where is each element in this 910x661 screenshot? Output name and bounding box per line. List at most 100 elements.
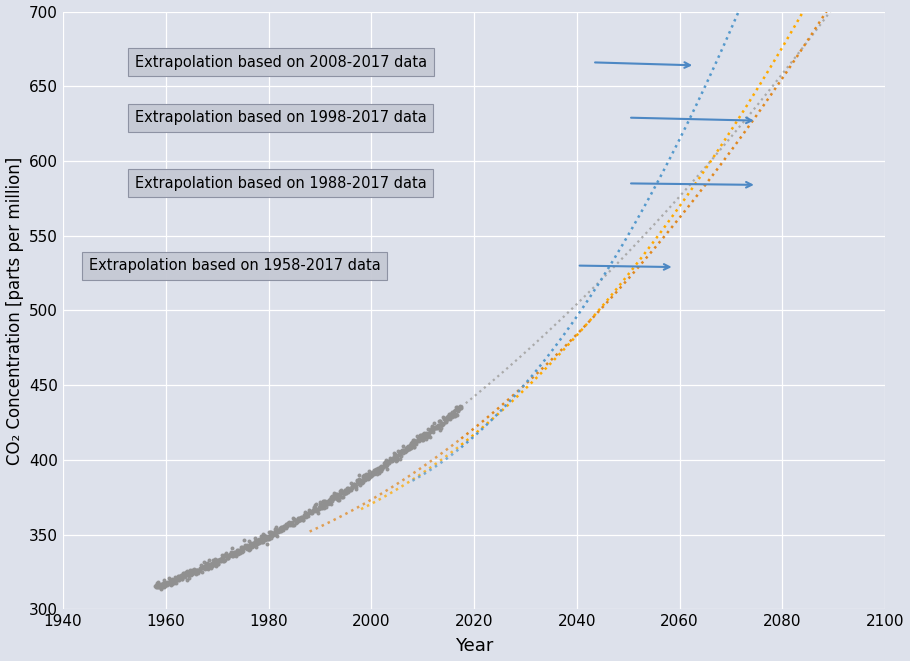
- Point: [271, 527, 286, 537]
- Point: [301, 510, 316, 521]
- Point: [388, 449, 402, 459]
- Point: [408, 436, 422, 447]
- Point: [190, 565, 205, 576]
- Point: [238, 540, 252, 551]
- Point: [420, 424, 435, 434]
- Point: [450, 405, 465, 415]
- Point: [331, 492, 346, 503]
- Point: [304, 506, 318, 517]
- Point: [284, 519, 298, 529]
- Point: [159, 576, 174, 587]
- Point: [384, 454, 399, 465]
- Point: [249, 538, 264, 549]
- Point: [316, 496, 330, 506]
- Point: [421, 428, 436, 438]
- Point: [450, 401, 464, 412]
- Point: [389, 455, 403, 466]
- Point: [405, 437, 420, 447]
- Point: [168, 573, 183, 584]
- Point: [439, 412, 453, 423]
- Point: [449, 402, 463, 412]
- Point: [429, 422, 443, 433]
- Point: [340, 486, 355, 497]
- Point: [189, 564, 204, 575]
- Point: [289, 518, 304, 528]
- Point: [372, 463, 387, 473]
- Point: [398, 446, 412, 457]
- Point: [216, 552, 230, 563]
- Point: [436, 412, 450, 422]
- Point: [324, 492, 339, 502]
- Point: [189, 564, 204, 575]
- Point: [240, 542, 255, 553]
- Point: [187, 564, 201, 574]
- Point: [332, 490, 347, 501]
- Point: [292, 513, 307, 524]
- Text: Extrapolation based on 1958-2017 data: Extrapolation based on 1958-2017 data: [88, 258, 380, 273]
- Point: [250, 535, 265, 545]
- Point: [308, 504, 323, 514]
- Point: [359, 474, 374, 485]
- Point: [381, 457, 396, 468]
- Point: [308, 499, 323, 510]
- Point: [261, 533, 276, 544]
- Point: [177, 570, 192, 580]
- Point: [387, 452, 401, 463]
- Point: [451, 405, 466, 416]
- Point: [351, 470, 366, 481]
- Point: [282, 516, 297, 527]
- Point: [342, 485, 357, 496]
- Point: [263, 526, 278, 537]
- Point: [420, 431, 434, 442]
- Point: [386, 454, 400, 465]
- Point: [339, 488, 353, 498]
- Point: [352, 477, 367, 487]
- Point: [186, 565, 200, 576]
- Point: [173, 570, 187, 580]
- Point: [390, 451, 405, 461]
- Point: [313, 499, 328, 510]
- Point: [336, 492, 350, 502]
- Point: [226, 551, 240, 562]
- Point: [406, 435, 420, 446]
- Point: [414, 435, 429, 446]
- Point: [375, 464, 389, 475]
- Point: [302, 508, 317, 518]
- Point: [207, 556, 221, 566]
- Point: [187, 566, 202, 577]
- Point: [381, 455, 396, 466]
- Point: [217, 550, 232, 561]
- Point: [177, 571, 191, 582]
- Point: [290, 512, 305, 523]
- Point: [277, 524, 291, 534]
- Point: [231, 545, 246, 556]
- Point: [277, 521, 291, 531]
- Point: [349, 475, 364, 485]
- Point: [377, 457, 391, 468]
- Point: [218, 551, 233, 562]
- Point: [403, 439, 418, 449]
- Point: [323, 498, 338, 508]
- Point: [275, 523, 289, 533]
- Point: [320, 495, 335, 506]
- Point: [211, 559, 226, 569]
- Point: [349, 482, 363, 492]
- Point: [256, 531, 270, 542]
- Point: [264, 529, 278, 539]
- Point: [348, 481, 362, 491]
- Point: [415, 432, 430, 443]
- Point: [154, 584, 168, 594]
- Point: [428, 422, 442, 433]
- Point: [435, 420, 450, 430]
- Point: [306, 504, 320, 515]
- Point: [394, 445, 409, 455]
- Point: [205, 557, 219, 568]
- Point: [220, 553, 235, 564]
- Point: [373, 464, 388, 475]
- Point: [382, 456, 397, 467]
- Point: [242, 545, 257, 555]
- Text: Extrapolation based on 1998-2017 data: Extrapolation based on 1998-2017 data: [135, 110, 427, 125]
- Point: [211, 555, 226, 565]
- Point: [377, 461, 391, 471]
- Point: [412, 433, 427, 444]
